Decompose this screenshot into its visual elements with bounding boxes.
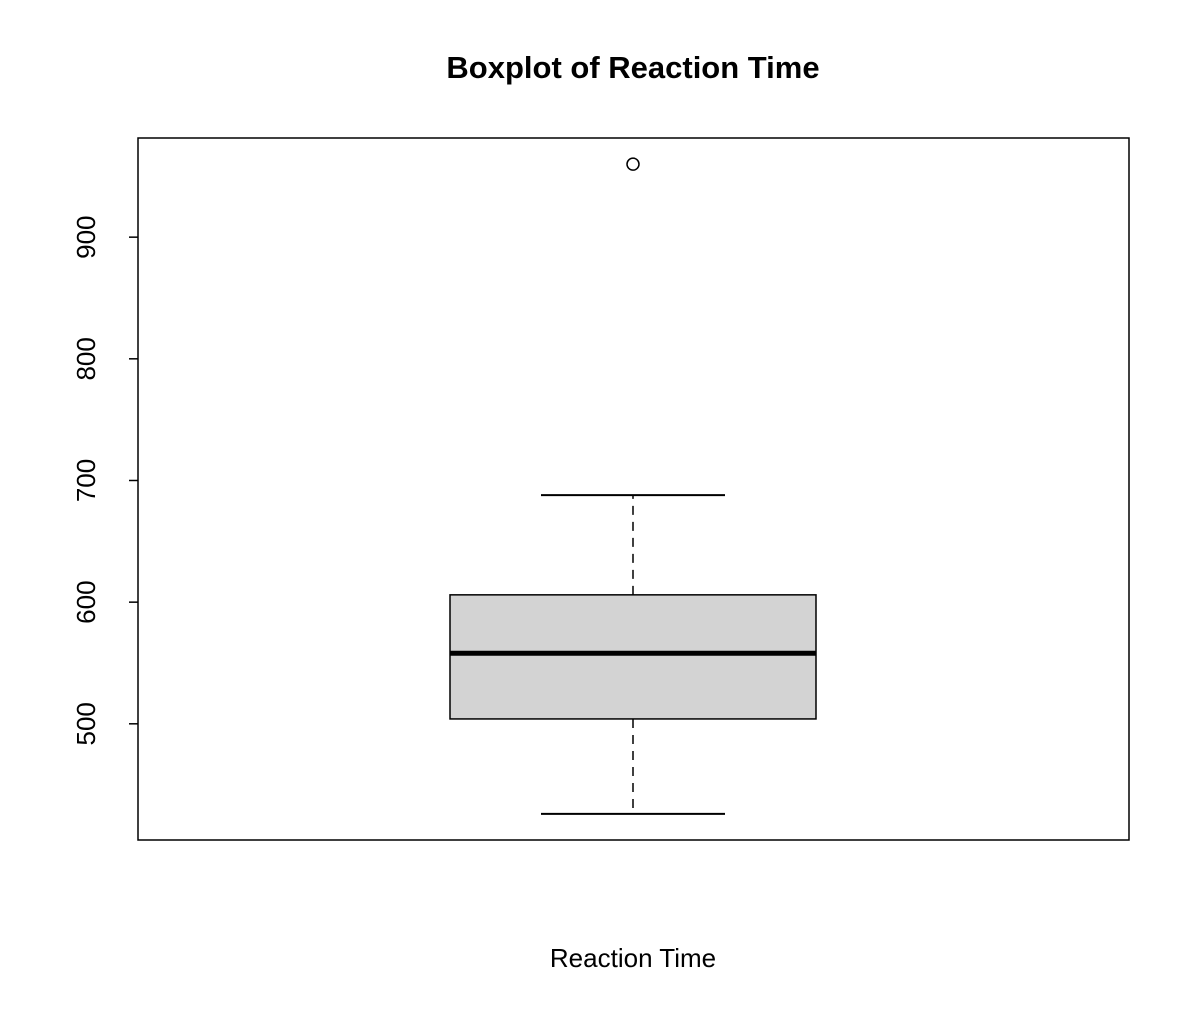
- y-tick-label: 500: [71, 702, 101, 745]
- chart-title: Boxplot of Reaction Time: [446, 50, 819, 85]
- y-tick-label: 800: [71, 337, 101, 380]
- y-tick-label: 600: [71, 580, 101, 623]
- plot-frame: [137, 137, 1130, 841]
- box: [449, 594, 817, 720]
- outlier: [626, 157, 640, 171]
- y-tick-label: 900: [71, 215, 101, 258]
- x-axis-label: Reaction Time: [550, 943, 716, 973]
- y-tick-label: 700: [71, 459, 101, 502]
